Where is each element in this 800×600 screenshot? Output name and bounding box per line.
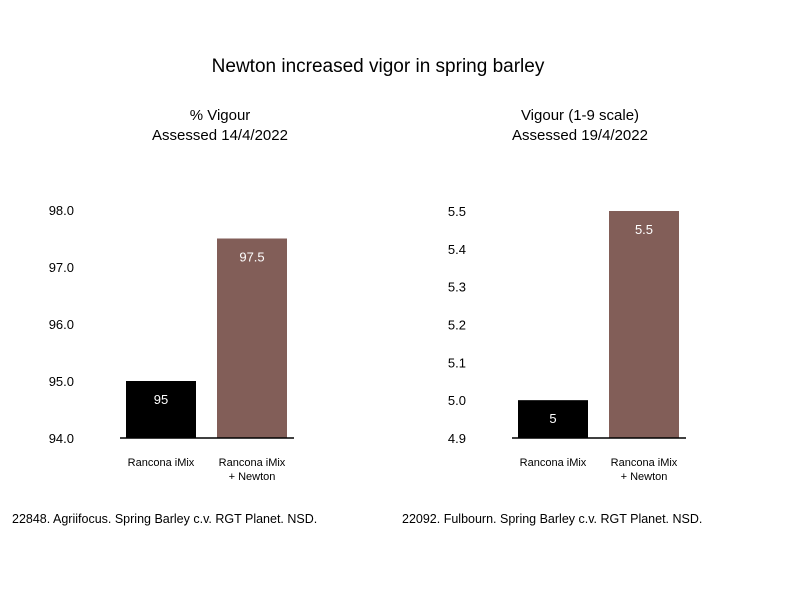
- chart-1-data-label: 97.5: [239, 250, 264, 265]
- chart-1-data-label: 95: [154, 392, 168, 407]
- chart-1-ytick-label: 97.0: [49, 260, 74, 275]
- chart-2-data-label: 5: [549, 411, 556, 426]
- chart-1-bar: [217, 238, 287, 438]
- chart-1-ytick-label: 96.0: [49, 317, 74, 332]
- chart-1-category-label-line: Rancona iMix: [219, 457, 286, 469]
- chart-2-title-line1: Vigour (1-9 scale): [520, 107, 640, 124]
- chart-2-footnote: 22092. Fulbourn. Spring Barley c.v. RGT …: [402, 512, 703, 526]
- chart-2-ytick-label: 5.5: [448, 204, 466, 219]
- chart-2-bar: [518, 400, 588, 438]
- chart-2-ytick-label: 5.2: [448, 318, 466, 333]
- chart-2-ytick-label: 5.3: [448, 280, 466, 295]
- chart-2-ytick-label: 4.9: [448, 431, 466, 446]
- chart-1-ytick-label: 98.0: [49, 203, 74, 218]
- chart-2-category-label: Rancona iMix + Newton: [611, 457, 678, 483]
- chart-2-category-label-line: + Newton: [621, 471, 668, 483]
- chart-2-data-label: 5.5: [635, 222, 653, 237]
- chart-2-ytick-label: 5.1: [448, 355, 466, 370]
- chart-2-bar: [609, 211, 679, 438]
- chart-1-title-line2: Assessed 14/4/2022: [152, 127, 288, 144]
- chart-2-category-label-line: Rancona iMix: [520, 457, 587, 469]
- chart-1-title: % Vigour Assessed 14/4/2022: [100, 106, 340, 146]
- chart-2-category-label-line: Rancona iMix: [611, 457, 678, 469]
- chart-1-category-label-line: + Newton: [229, 471, 276, 483]
- chart-2-title: Vigour (1-9 scale) Assessed 19/4/2022: [460, 106, 700, 146]
- chart-2-title-line2: Assessed 19/4/2022: [512, 127, 648, 144]
- chart-1-ytick-label: 94.0: [49, 431, 74, 446]
- chart-1-bar: [126, 381, 196, 438]
- chart-1-title-line1: % Vigour: [189, 107, 251, 124]
- chart-1-ytick-label: 95.0: [49, 374, 74, 389]
- chart-1-category-label: Rancona iMix: [128, 457, 195, 469]
- chart-2-ytick-label: 5.0: [448, 393, 466, 408]
- chart-2-ytick-label: 5.4: [448, 242, 466, 257]
- chart-1-category-label: Rancona iMix + Newton: [219, 457, 286, 483]
- chart-1-footnote: 22848. Agriifocus. Spring Barley c.v. RG…: [12, 512, 318, 526]
- chart-2-category-label: Rancona iMix: [520, 457, 587, 469]
- main-title: Newton increased vigor in spring barley: [211, 56, 545, 77]
- chart-1-category-label-line: Rancona iMix: [128, 457, 195, 469]
